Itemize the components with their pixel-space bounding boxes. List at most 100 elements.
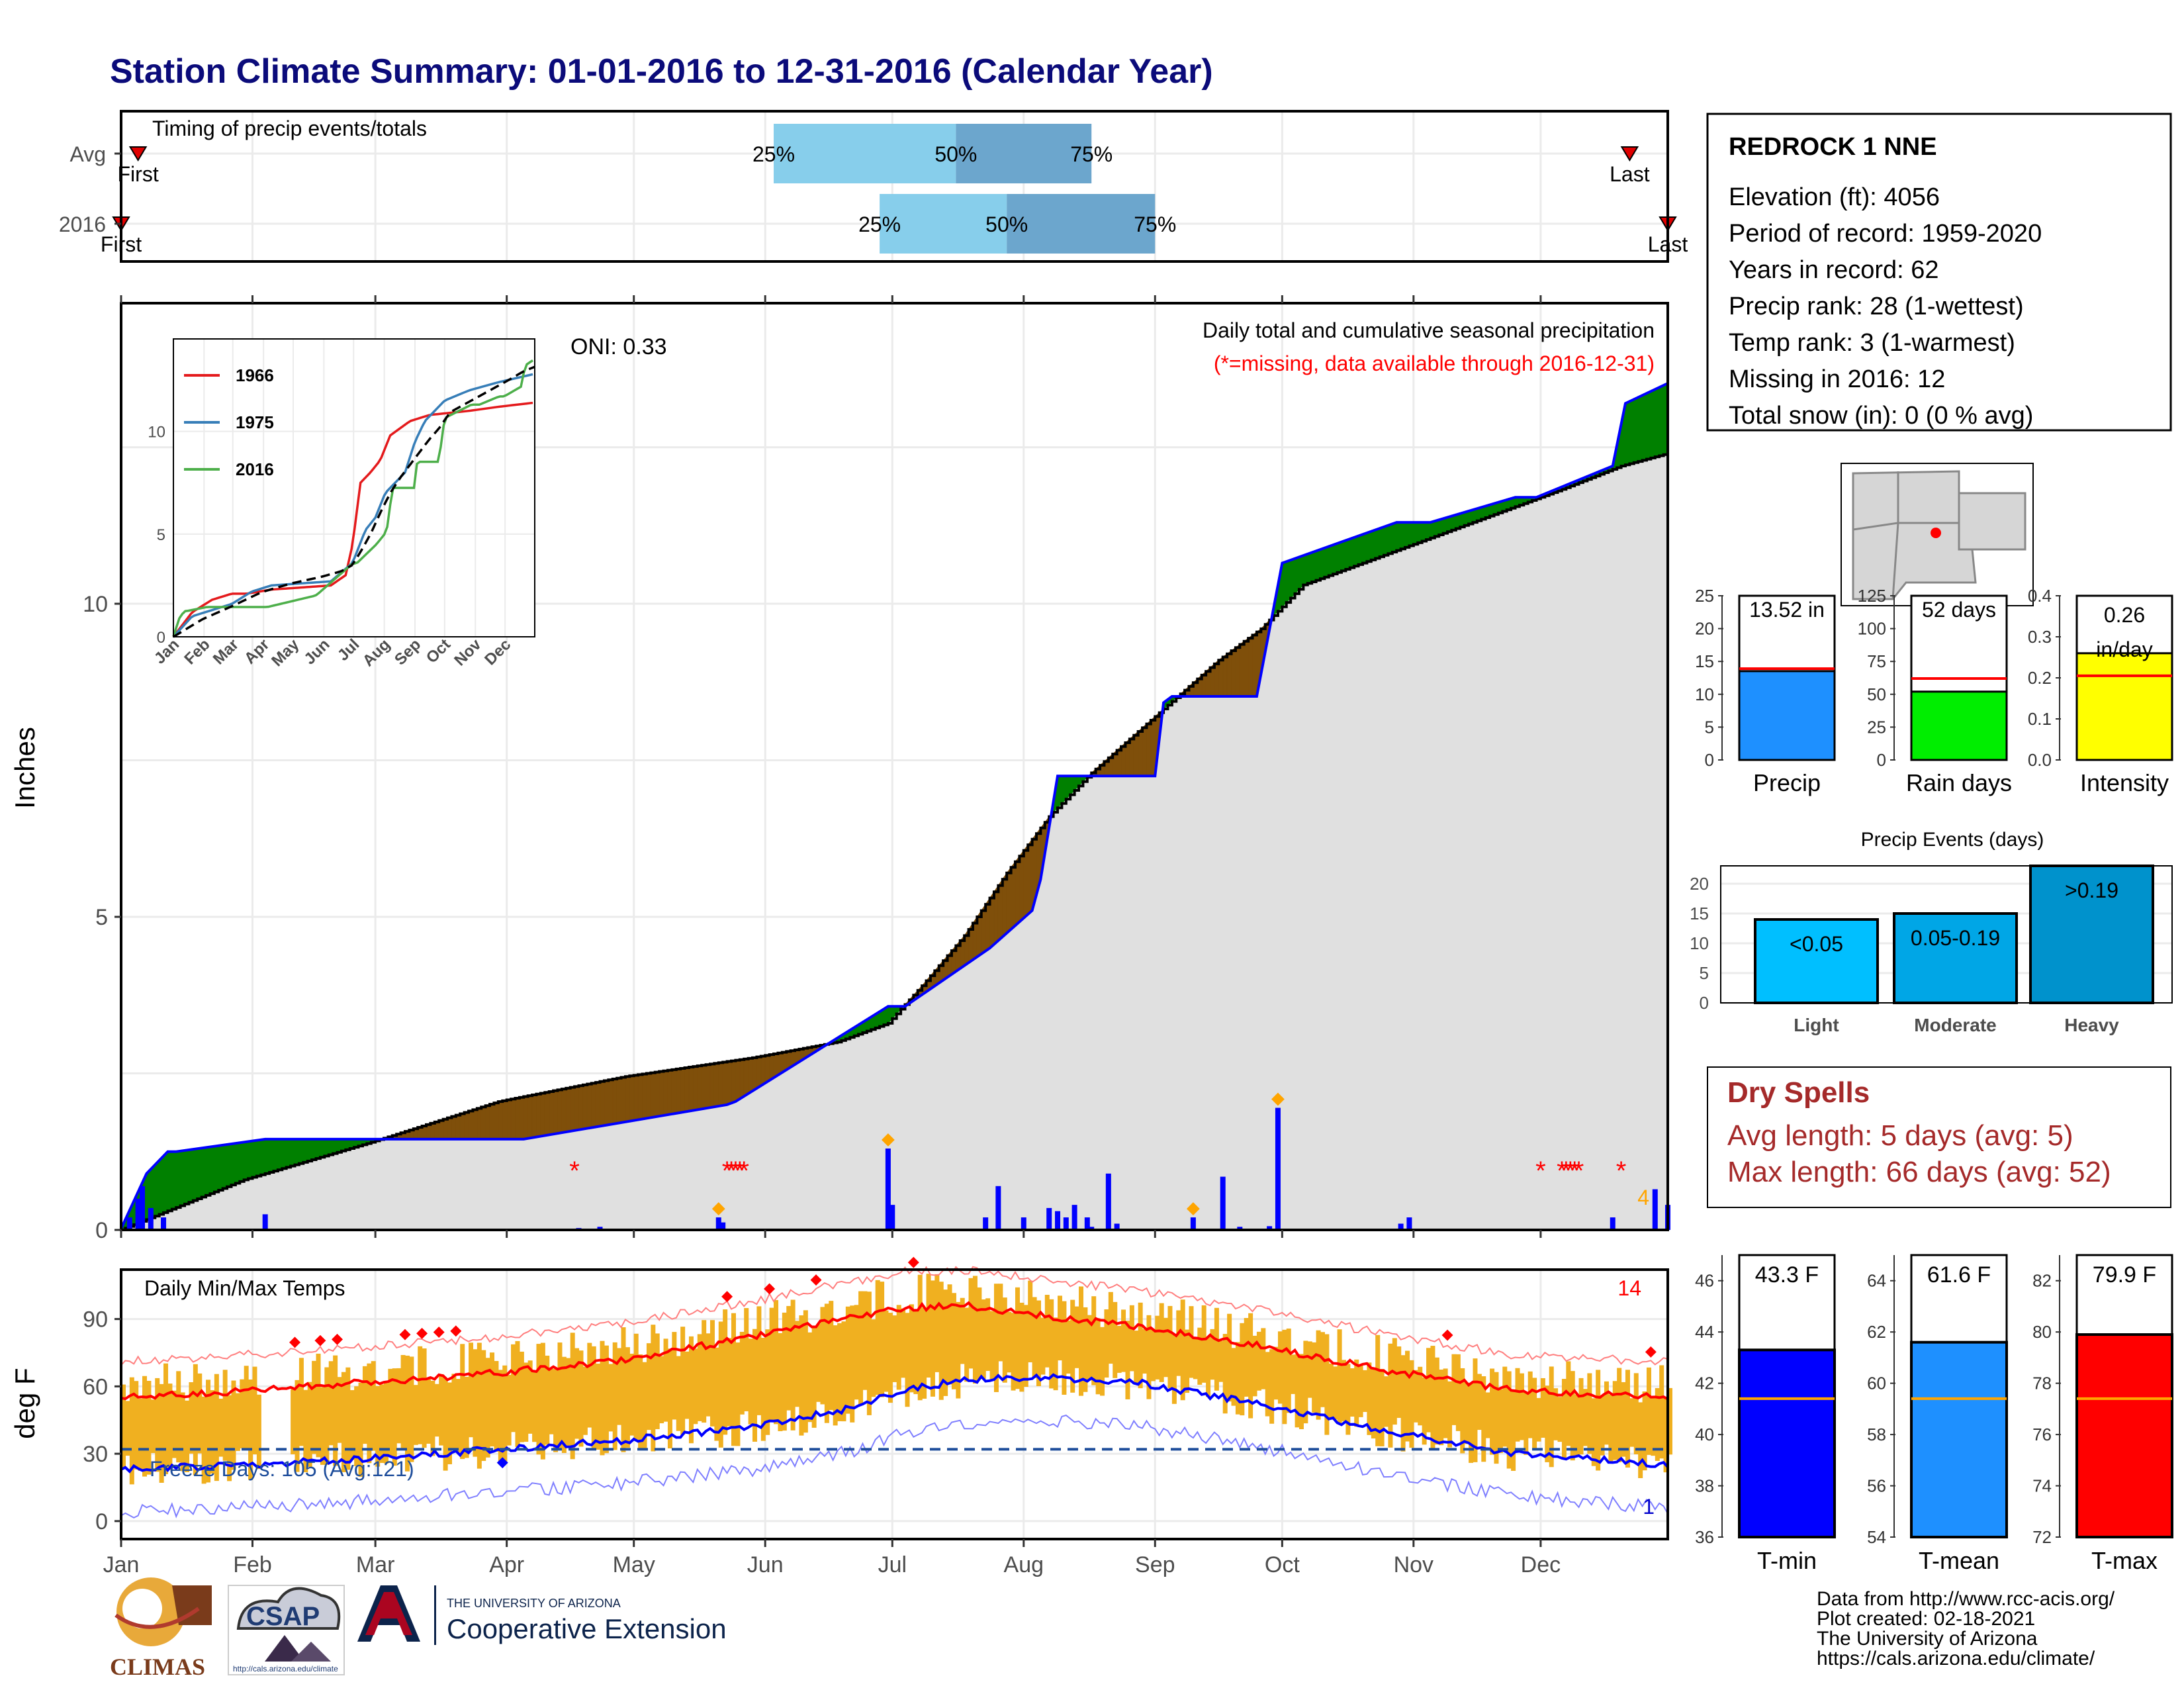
oni-label: ONI: 0.33	[570, 334, 667, 359]
climas-logo: CLIMAS	[110, 1577, 212, 1680]
month-label: Dec	[1521, 1552, 1561, 1577]
missing-day-marker: *	[1574, 1156, 1584, 1186]
y-tick-label: 90	[83, 1307, 108, 1333]
departure-fill	[1646, 391, 1651, 460]
timing-marker-label: Last	[1610, 162, 1650, 186]
departure-fill	[1655, 387, 1660, 457]
daily-temp-bar	[527, 1360, 533, 1434]
daily-temp-bar	[981, 1299, 986, 1379]
departure-fill	[244, 1141, 249, 1180]
daily-temp-bar	[1405, 1350, 1410, 1442]
events-bar-label: <0.05	[1790, 932, 1843, 956]
station-line: Period of record: 1959-2020	[1729, 220, 2042, 248]
daily-temp-bar	[1422, 1377, 1427, 1445]
timing-q2-bar	[880, 194, 1007, 254]
daily-temp-bar	[1044, 1295, 1050, 1368]
month-label: May	[613, 1552, 655, 1577]
missing-note: (*=missing, data available through 2016-…	[1214, 352, 1655, 375]
daily-temp-bar	[1536, 1397, 1541, 1442]
mini-bar-tick: 0.3	[2028, 627, 2052, 647]
daily-temp-bar	[1379, 1369, 1385, 1446]
daily-temp-bar	[1621, 1382, 1626, 1457]
dry-spells-title: Dry Spells	[1727, 1076, 1870, 1109]
daily-temp-bar	[1642, 1391, 1647, 1471]
temperature-summary-bars: 36 38 40 42 44 46 43.3 F T-min 54 56 58 60 62 64 61.6 …	[1695, 1254, 2173, 1574]
missing-day-marker: *	[722, 1156, 733, 1186]
daily-temp-bar	[1269, 1349, 1275, 1424]
departure-fill	[1392, 522, 1397, 553]
daily-temp-bar	[409, 1356, 414, 1462]
daily-temp-bar	[1240, 1323, 1245, 1416]
cumulative-2016-line	[120, 382, 1668, 1229]
temp-bar-tick: 42	[1695, 1374, 1714, 1393]
daily-temp-bar	[1261, 1328, 1266, 1389]
mini-bar-tick: 0.4	[2028, 586, 2052, 606]
departure-fill	[1328, 544, 1334, 577]
daily-temp-bar	[600, 1340, 605, 1456]
credit-line: https://cals.arizona.edu/climate/	[1817, 1648, 2095, 1669]
daily-temp-bar	[1540, 1378, 1545, 1438]
departure-fill	[235, 1142, 240, 1184]
departure-fill	[731, 1060, 736, 1104]
daily-temp-bar	[1011, 1313, 1016, 1391]
daily-temp-bar	[176, 1371, 181, 1463]
daily-temp-bar	[1354, 1359, 1359, 1427]
daily-temp-bar	[418, 1346, 423, 1444]
inset-series-line	[172, 401, 533, 638]
daily-temp-bar	[1252, 1335, 1257, 1397]
daily-temp-bar	[1138, 1302, 1143, 1389]
daily-temp-bar	[1651, 1397, 1656, 1456]
credit-line: Data from http://www.rcc-acis.org/	[1817, 1588, 2115, 1610]
daily-temp-bar	[803, 1310, 808, 1433]
mini-bar-tick: 75	[1867, 651, 1886, 671]
daily-temp-bar	[485, 1358, 490, 1458]
station-line: Precip rank: 28 (1-wettest)	[1729, 293, 2024, 320]
departure-fill	[676, 1068, 681, 1114]
daily-temp-bar	[1142, 1329, 1148, 1374]
daily-temp-bar	[744, 1308, 749, 1411]
daily-temp-bar	[862, 1291, 868, 1390]
daily-temp-bar	[1413, 1370, 1418, 1423]
departure-fill	[1417, 522, 1423, 543]
departure-fill	[586, 1082, 592, 1129]
daily-precip-bar	[1046, 1207, 1052, 1230]
departure-fill	[201, 1147, 206, 1198]
daily-temp-bar	[731, 1313, 736, 1446]
daily-precip-bar	[715, 1217, 721, 1230]
daily-temp-bar	[1113, 1301, 1118, 1378]
daily-precip-bar	[1406, 1217, 1412, 1230]
mini-bar-value: 0.26	[2104, 603, 2145, 627]
departure-fill	[159, 1155, 164, 1215]
daily-temp-bar	[494, 1360, 499, 1452]
daily-temp-bar	[388, 1368, 393, 1457]
daily-temp-bar	[540, 1342, 545, 1460]
daily-temp-bar	[341, 1372, 346, 1472]
missing-day-marker: *	[726, 1156, 737, 1186]
daily-temp-bar	[519, 1351, 524, 1442]
departure-fill	[650, 1072, 656, 1118]
events-bar	[1893, 912, 2018, 1004]
daily-temp-bar	[189, 1382, 194, 1454]
daily-temp-bar	[1524, 1392, 1529, 1455]
daily-temp-bar	[1201, 1305, 1206, 1383]
month-label: Apr	[489, 1552, 524, 1577]
climas-wordmark: CLIMAS	[110, 1654, 205, 1680]
departure-fill	[1353, 536, 1359, 567]
record-min-marker	[496, 1457, 508, 1469]
daily-temp-bar	[1557, 1397, 1563, 1442]
departure-fill	[752, 1056, 757, 1092]
mini-bar-fill	[1738, 670, 1836, 761]
departure-fill	[684, 1066, 690, 1113]
mini-bar-tick: 0	[1877, 750, 1886, 770]
daily-temp-bar	[291, 1389, 296, 1454]
departure-fill	[1248, 634, 1253, 697]
departure-fill	[1409, 522, 1414, 547]
daily-precip-bar	[1055, 1211, 1061, 1230]
departure-fill	[302, 1139, 308, 1163]
daily-temp-bar	[1171, 1335, 1177, 1404]
daily-temp-bar	[1019, 1302, 1024, 1392]
missing-day-marker: *	[731, 1156, 741, 1186]
departure-fill	[1400, 522, 1406, 549]
departure-fill	[175, 1150, 181, 1208]
missing-day-marker: *	[569, 1156, 580, 1186]
